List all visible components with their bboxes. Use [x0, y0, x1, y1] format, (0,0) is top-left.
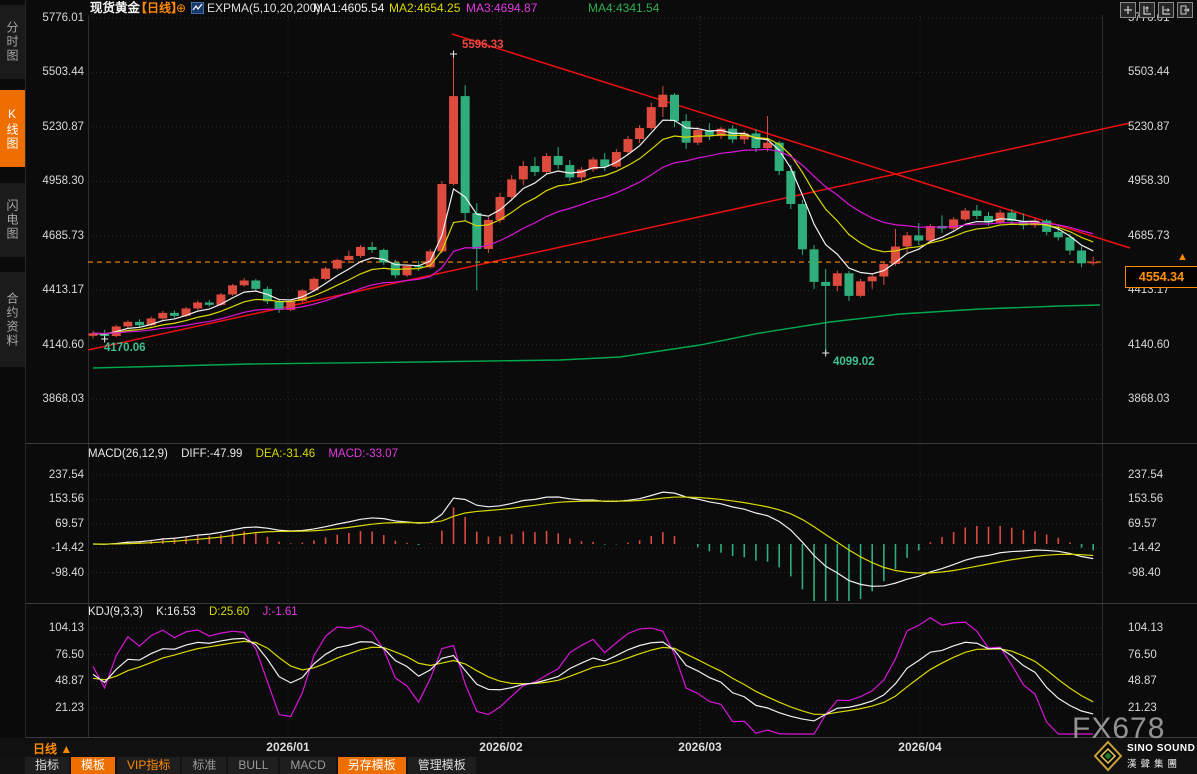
axis-shift-icon[interactable]	[1158, 2, 1174, 18]
axis-label: 48.87	[1128, 675, 1157, 688]
axis-label: 69.57	[55, 517, 84, 530]
axis-label: 104.13	[48, 622, 84, 634]
sidebar-tab-3[interactable]: 闪电图	[0, 183, 25, 257]
axis-label: 5230.87	[1128, 120, 1170, 133]
toolbar-button[interactable]: 标准	[182, 757, 227, 774]
sidebar: 分时图 K线图闪电图合约资料	[0, 0, 26, 738]
toolbar-button[interactable]: 模板	[71, 757, 116, 774]
axis-label: 76.50	[1128, 648, 1157, 661]
period-selector-label: 日线	[33, 742, 58, 756]
axis-label: 21.23	[1128, 702, 1157, 715]
axis-label: 4413.17	[42, 284, 84, 297]
sidebar-tab-4[interactable]: 合约资料	[0, 272, 25, 367]
axis-scale-icon[interactable]	[1139, 2, 1155, 18]
ma1-value: MA1:4605.54	[313, 1, 385, 15]
toolbar-button[interactable]: MACD	[280, 757, 336, 774]
axis-label: 4140.60	[1128, 338, 1170, 351]
x-axis-date: 2026/02	[479, 740, 523, 754]
axis-label: -14.42	[51, 542, 84, 555]
kdj-j-value: J:-1.61	[262, 606, 298, 618]
axis-label: -14.42	[1128, 542, 1161, 555]
sidebar-tab-2[interactable]: K线图	[0, 90, 25, 167]
brand-name-cn: 漢聲集團	[1127, 759, 1182, 770]
ma2-value: MA2:4654.25	[389, 1, 461, 15]
axis-label: 4958.30	[1128, 175, 1170, 188]
last-price-badge: 4554.34	[1125, 266, 1197, 288]
period-tag: 【日线】	[135, 1, 184, 15]
chart-toolbar-icons	[1120, 2, 1193, 18]
kdj-header: KDJ(9,3,3) K:16.53 D:25.60 J:-1.61	[88, 606, 308, 618]
diamond-logo-icon	[1093, 740, 1123, 772]
period-selector-arrow-icon: ▲	[60, 742, 73, 756]
macd-header: MACD(26,12,9) DIFF:-47.99 DEA:-31.46 MAC…	[88, 448, 408, 460]
x-axis-date: 2026/03	[678, 740, 722, 754]
axis-label: 69.57	[1128, 517, 1157, 530]
low-price-annotation-left: 4170.06	[104, 342, 146, 354]
axis-label: 5230.87	[42, 120, 84, 133]
axis-label: 21.23	[55, 702, 84, 715]
axis-label: -98.40	[51, 566, 84, 579]
brand-name: SINO SOUND	[1127, 743, 1196, 754]
period-selector[interactable]: 日线 ▲	[33, 740, 72, 757]
brand-logo: SINO SOUND 漢聲集團	[1092, 740, 1195, 772]
axis-label: 4685.73	[42, 229, 84, 242]
axis-label: 5503.44	[42, 66, 84, 79]
ma4-value: MA4:4341.54	[588, 1, 660, 15]
axis-label: 153.56	[48, 493, 84, 506]
toolbar-button[interactable]: VIP指标	[117, 757, 181, 774]
toolbar-button[interactable]: 管理模板	[407, 757, 476, 774]
axis-label: 4685.73	[1128, 229, 1170, 242]
axis-label: 76.50	[55, 648, 84, 661]
toolbar-button[interactable]: 指标	[25, 757, 70, 774]
symbol-title: 现货黄金	[90, 1, 141, 15]
axis-label: 237.54	[1128, 468, 1164, 481]
kdj-d-value: D:25.60	[209, 606, 250, 618]
date-axis-row	[0, 738, 1197, 756]
axis-label: 4140.60	[42, 338, 84, 351]
macd-title: MACD(26,12,9)	[88, 448, 168, 460]
axis-label: 3868.03	[42, 393, 84, 406]
macd-diff-value: DIFF:-47.99	[181, 448, 243, 460]
axis-label: 5503.44	[1128, 66, 1170, 79]
add-indicator-icon[interactable]: ⊕	[176, 1, 187, 15]
kdj-title: KDJ(9,3,3)	[88, 606, 143, 618]
expma-label: EXPMA(5,10,20,200)	[207, 1, 321, 15]
axis-label: -98.40	[1128, 566, 1161, 579]
x-axis-date: 2026/04	[898, 740, 942, 754]
axis-label: 4958.30	[42, 175, 84, 188]
ma3-value: MA3:4694.87	[466, 1, 538, 15]
macd-dea-value: DEA:-31.46	[255, 448, 316, 460]
axis-label: 153.56	[1128, 493, 1164, 506]
crosshair-icon[interactable]	[1120, 2, 1136, 18]
sidebar-tab-1[interactable]: 分时图	[0, 5, 25, 79]
exit-icon[interactable]	[1177, 2, 1193, 18]
low-price-annotation-mid: 4099.02	[833, 356, 875, 368]
toolbar-button[interactable]: 另存模板	[337, 757, 406, 774]
axis-label: 104.13	[1128, 622, 1164, 634]
axis-label: 48.87	[55, 675, 84, 688]
kdj-k-value: K:16.53	[156, 606, 196, 618]
bottom-toolbar: 指标 模板 VIP指标 标准 BULL MACD 另存模板 管理模板	[25, 757, 476, 774]
toolbar-button[interactable]: BULL	[228, 757, 279, 774]
x-axis-date: 2026/01	[266, 740, 310, 754]
chart-type-icon	[190, 1, 205, 17]
axis-label: 5776.01	[42, 12, 84, 24]
watermark-text: FX678	[1072, 712, 1166, 745]
last-price-arrow-icon: ▲	[1177, 251, 1188, 263]
axis-label: 237.54	[48, 468, 84, 481]
axis-label: 3868.03	[1128, 393, 1170, 406]
macd-macd-value: MACD:-33.07	[328, 448, 398, 460]
high-price-annotation: 5596.33	[462, 39, 504, 51]
